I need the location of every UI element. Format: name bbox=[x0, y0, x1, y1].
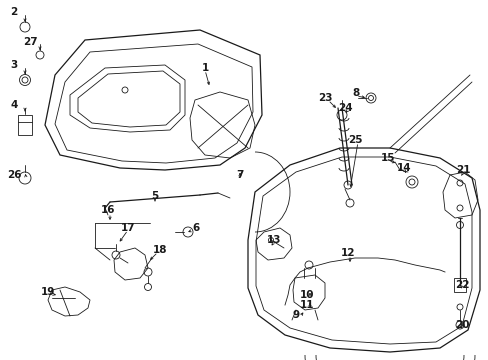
Text: 11: 11 bbox=[299, 300, 314, 310]
Text: 26: 26 bbox=[7, 170, 21, 180]
Text: 5: 5 bbox=[151, 191, 158, 201]
Text: 10: 10 bbox=[299, 290, 314, 300]
Text: 3: 3 bbox=[10, 60, 18, 70]
Text: 2: 2 bbox=[10, 7, 18, 17]
Text: 16: 16 bbox=[101, 205, 115, 215]
Text: 7: 7 bbox=[236, 170, 243, 180]
Text: 17: 17 bbox=[121, 223, 135, 233]
Text: 23: 23 bbox=[317, 93, 331, 103]
Text: 20: 20 bbox=[454, 320, 468, 330]
Text: 27: 27 bbox=[22, 37, 37, 47]
Text: 9: 9 bbox=[292, 310, 299, 320]
Text: 15: 15 bbox=[380, 153, 394, 163]
Text: 12: 12 bbox=[340, 248, 354, 258]
Text: 21: 21 bbox=[455, 165, 469, 175]
Text: 4: 4 bbox=[10, 100, 18, 110]
Text: 19: 19 bbox=[41, 287, 55, 297]
Text: 18: 18 bbox=[152, 245, 167, 255]
Text: 6: 6 bbox=[192, 223, 199, 233]
Text: 22: 22 bbox=[454, 280, 468, 290]
Text: 25: 25 bbox=[347, 135, 362, 145]
Text: 8: 8 bbox=[352, 88, 359, 98]
Text: 14: 14 bbox=[396, 163, 410, 173]
Text: 1: 1 bbox=[201, 63, 208, 73]
Text: 13: 13 bbox=[266, 235, 281, 245]
Text: 24: 24 bbox=[337, 103, 351, 113]
